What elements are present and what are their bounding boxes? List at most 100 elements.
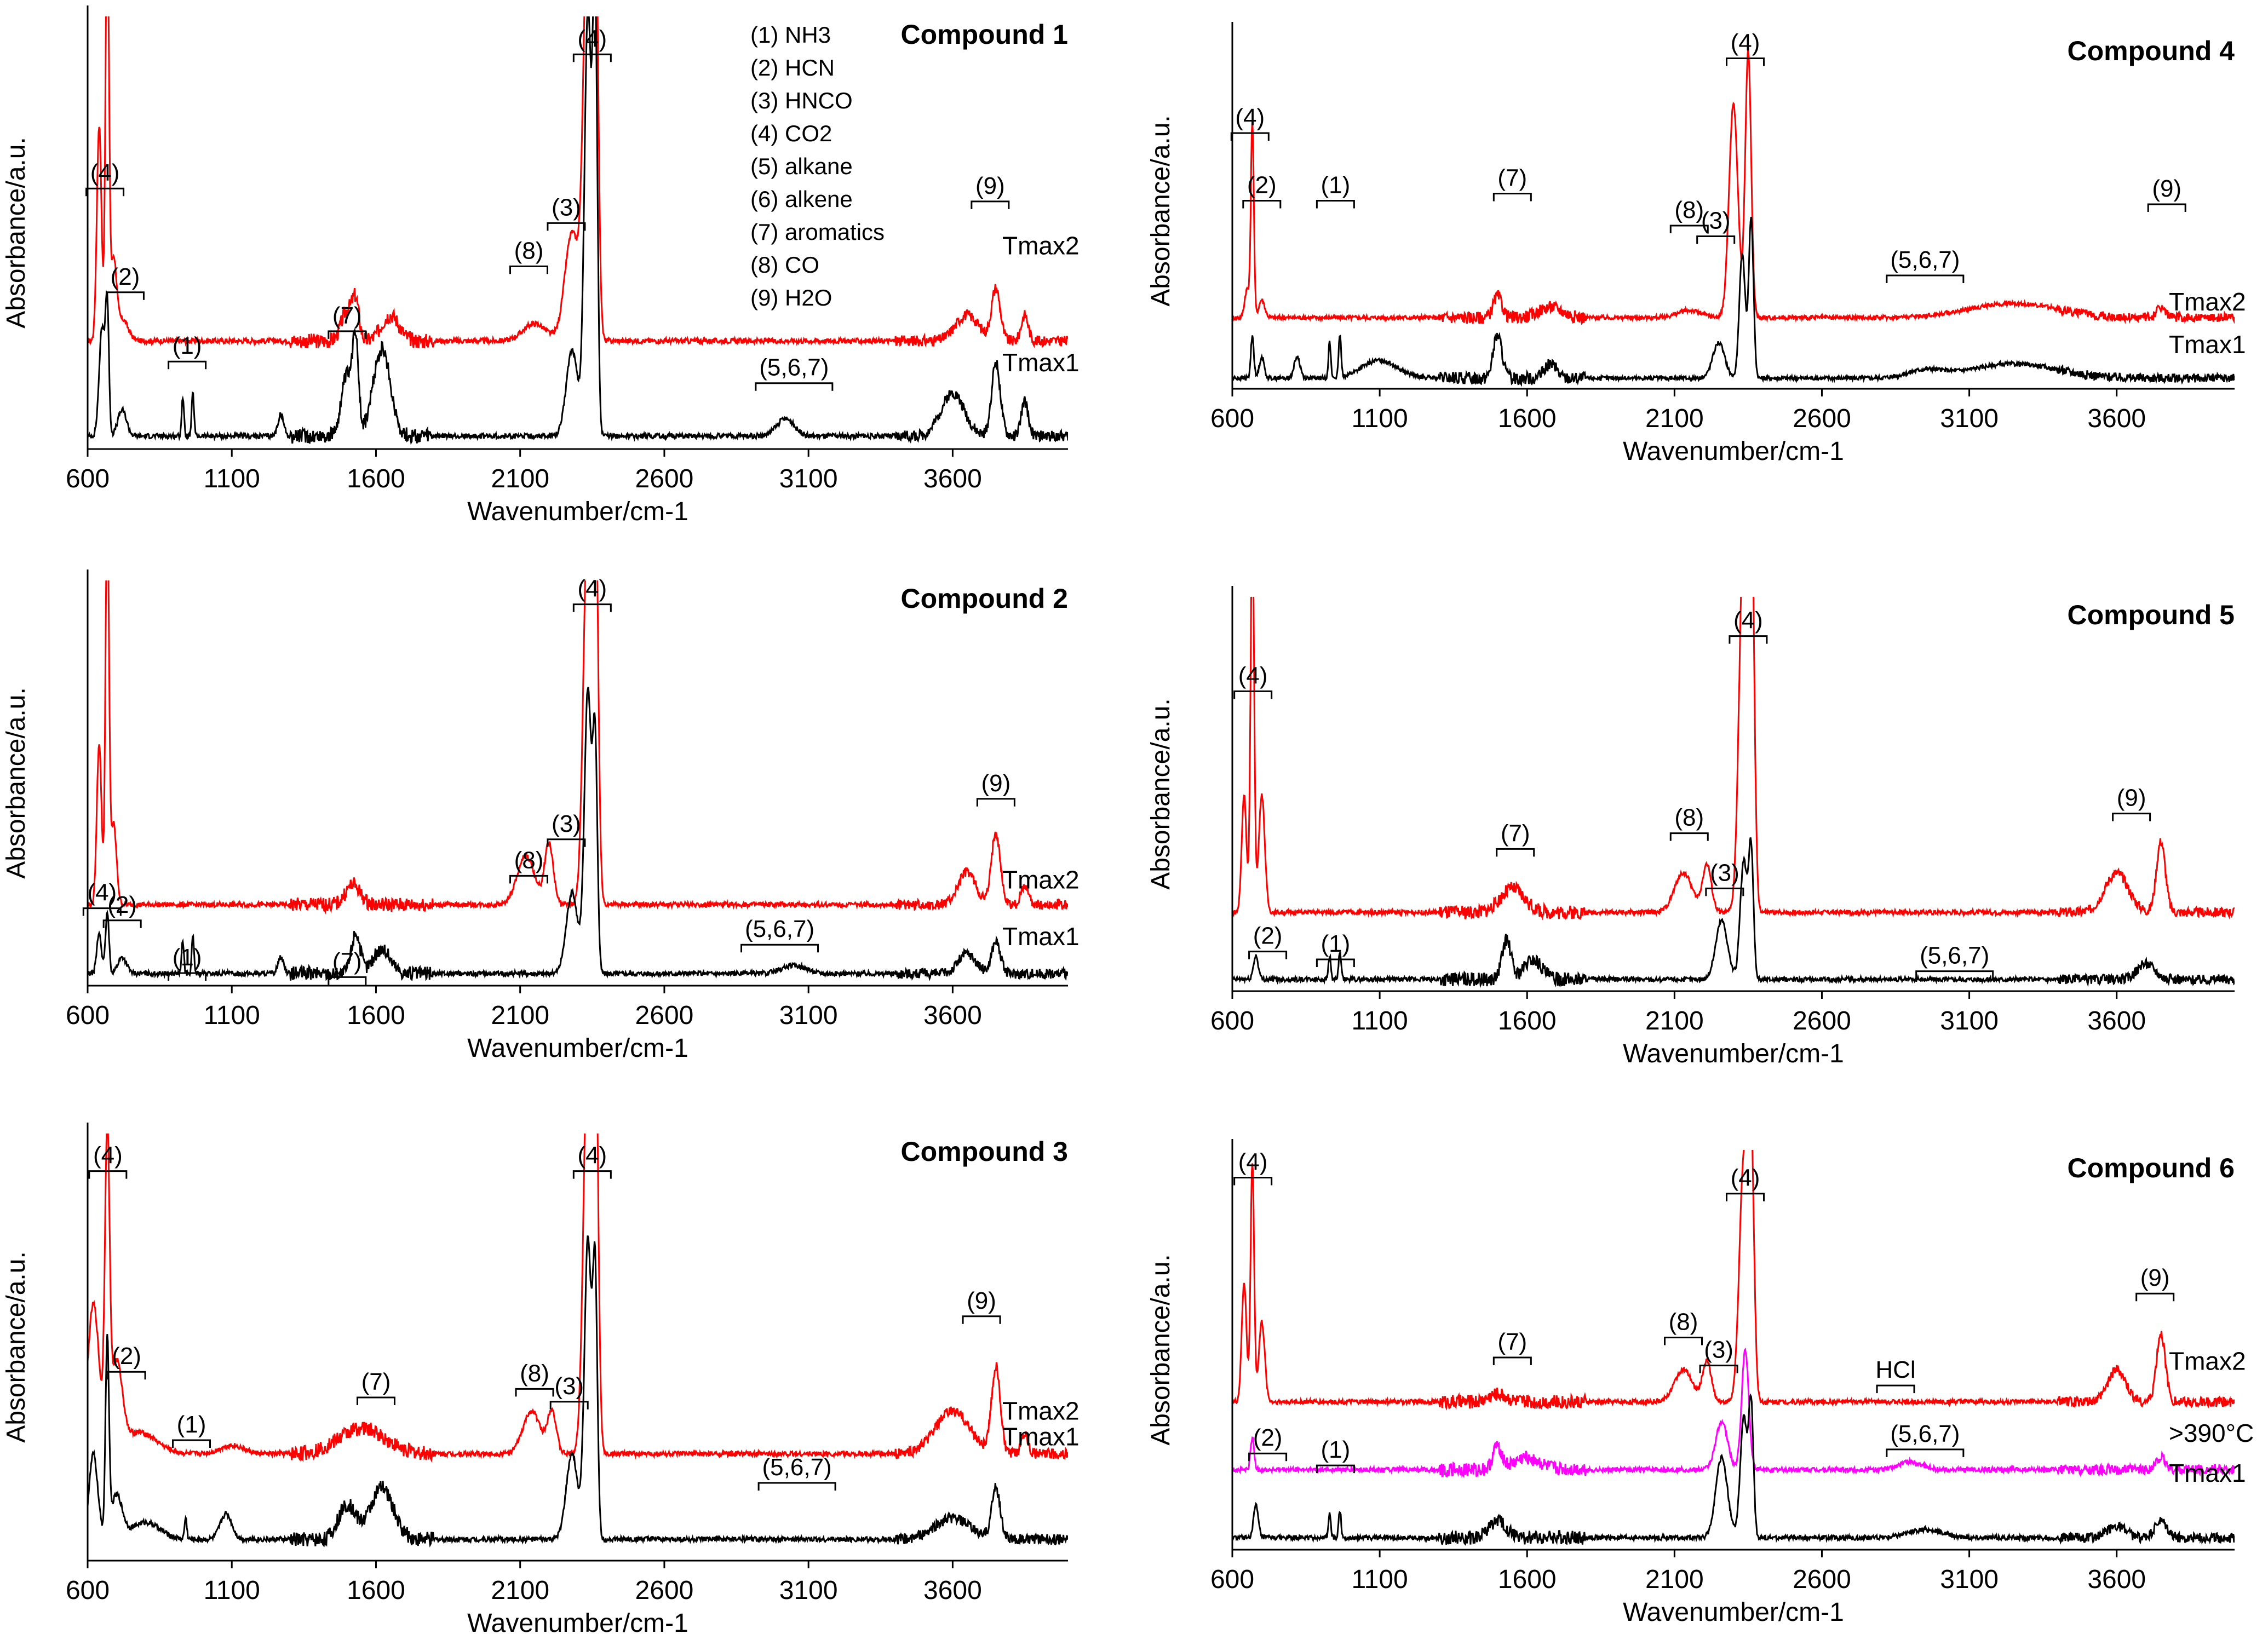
annotation-bracket bbox=[515, 1388, 554, 1397]
annotation-bracket bbox=[1233, 690, 1273, 699]
annotation-bracket bbox=[1886, 274, 1965, 283]
annotation-bracket bbox=[547, 222, 586, 231]
annotation-bracket bbox=[2135, 1292, 2175, 1302]
x-tick-label: 3100 bbox=[779, 1576, 838, 1605]
x-axis-label: Wavenumber/cm-1 bbox=[467, 1609, 688, 1638]
peak-annotation: (8) bbox=[514, 237, 544, 264]
x-tick-label: 2600 bbox=[1793, 1565, 1851, 1594]
chart-panel-2: 600 1100 1600 2100 2600 3100 3600 Wavenumber/cm… bbox=[1146, 22, 2246, 466]
chart-panel-3: 600 1100 1600 2100 2600 3100 3600 Wavenumber/cm… bbox=[2, 569, 1080, 1063]
x-tick-label: 3600 bbox=[2087, 404, 2146, 433]
annotation-bracket bbox=[1726, 1193, 1765, 1201]
x-tick-label: 600 bbox=[66, 1576, 110, 1605]
x-tick-label: 1100 bbox=[1352, 404, 1408, 433]
annotation-bracket bbox=[328, 330, 367, 339]
peak-annotation: (1) bbox=[177, 1411, 206, 1438]
spectrum-tmax2 bbox=[88, 580, 1068, 915]
series-label: Tmax2 bbox=[2169, 287, 2246, 316]
annotation-bracket bbox=[755, 382, 834, 391]
legend-entry: (8) CO bbox=[750, 252, 819, 278]
peak-annotation: (5,6,7) bbox=[1890, 246, 1960, 273]
annotation-bracket bbox=[356, 1396, 395, 1405]
annotation-bracket bbox=[1886, 1448, 1965, 1457]
x-axis-label: Wavenumber/cm-1 bbox=[467, 1034, 688, 1063]
peak-annotation: (8) bbox=[520, 1360, 549, 1387]
peak-annotation: (8) bbox=[1669, 1309, 1698, 1336]
annotation-bracket bbox=[1316, 1464, 1355, 1474]
peak-annotation: (9) bbox=[967, 1287, 996, 1314]
annotation-bracket bbox=[1726, 57, 1765, 66]
spectrum-tmax1 bbox=[1232, 216, 2235, 387]
peak-annotation: (3) bbox=[552, 810, 581, 837]
annotation-bracket bbox=[1915, 970, 1994, 979]
peak-annotation: (9) bbox=[975, 172, 1005, 199]
peak-annotation: (7) bbox=[332, 302, 362, 329]
peak-annotation: (8) bbox=[1674, 197, 1704, 223]
peak-annotation: (1) bbox=[173, 332, 202, 359]
chart-panel-1: 600 1100 1600 2100 2600 3100 3600 Wavenumber/cm… bbox=[2, 5, 1080, 526]
spectrum-tmax1 bbox=[1232, 837, 2235, 988]
x-tick-label: 1600 bbox=[1498, 1006, 1557, 1036]
legend-entry: (4) CO2 bbox=[750, 120, 832, 146]
chart-panel-6: 600 1100 1600 2100 2600 3100 3600 Wavenumber/cm… bbox=[1146, 1139, 2254, 1627]
x-tick-label: 2100 bbox=[1645, 1565, 1704, 1594]
peak-annotation: (5,6,7) bbox=[762, 1454, 832, 1481]
spectrum-tmax2 bbox=[1232, 597, 2235, 921]
x-tick-label: 600 bbox=[1210, 404, 1254, 433]
x-tick-label: 1600 bbox=[347, 1576, 405, 1605]
spectrum-tmax1 bbox=[88, 687, 1068, 982]
annotation-bracket bbox=[1664, 1337, 1703, 1345]
x-tick-label: 3600 bbox=[2087, 1006, 2146, 1036]
peak-annotation: (3) bbox=[554, 1373, 584, 1400]
chart-title: Compound 3 bbox=[900, 1136, 1068, 1167]
annotation-bracket bbox=[172, 1439, 211, 1448]
x-tick-label: 1100 bbox=[1352, 1006, 1408, 1036]
annotation-bracket bbox=[1699, 1365, 1738, 1373]
annotation-bracket bbox=[509, 265, 548, 274]
x-tick-label: 3100 bbox=[1940, 404, 1999, 433]
x-tick-label: 600 bbox=[66, 1001, 110, 1030]
peak-annotation: (2) bbox=[1247, 172, 1277, 199]
chart-panel-5: 600 1100 1600 2100 2600 3100 3600 Wavenumber/cm… bbox=[2, 1123, 1080, 1638]
annotation-bracket bbox=[1669, 832, 1709, 841]
x-tick-label: 3100 bbox=[779, 464, 838, 493]
x-tick-label: 2600 bbox=[1793, 404, 1851, 433]
peak-annotation: (2) bbox=[111, 263, 140, 290]
spectrum-tmax1 bbox=[88, 16, 1068, 445]
x-tick-label: 1600 bbox=[347, 464, 405, 493]
peak-annotation: (9) bbox=[2117, 785, 2146, 812]
annotation-bracket bbox=[572, 603, 612, 612]
legend-entry: (7) aromatics bbox=[750, 219, 885, 245]
annotation-bracket bbox=[328, 976, 367, 985]
x-tick-label: 1100 bbox=[204, 1001, 260, 1030]
x-tick-label: 600 bbox=[66, 464, 110, 493]
x-tick-label: 1100 bbox=[204, 464, 260, 493]
x-tick-label: 2600 bbox=[635, 1001, 694, 1030]
annotation-bracket bbox=[1696, 235, 1736, 244]
annotation-bracket bbox=[168, 972, 207, 981]
spectrum-tmax2 bbox=[88, 1134, 1068, 1463]
peak-annotation: (1) bbox=[173, 944, 202, 971]
spectrum-390c bbox=[1232, 1347, 2235, 1479]
x-tick-label: 1600 bbox=[1498, 1565, 1557, 1594]
annotation-bracket bbox=[509, 875, 548, 884]
peak-annotation: (5,6,7) bbox=[1890, 1420, 1960, 1447]
peak-annotation: (4) bbox=[577, 25, 607, 52]
annotation-bracket bbox=[1496, 848, 1535, 857]
annotation-bracket bbox=[88, 1170, 128, 1179]
series-label: Tmax1 bbox=[1002, 1422, 1080, 1451]
annotation-bracket bbox=[971, 200, 1010, 209]
series-label: Tmax1 bbox=[1002, 348, 1080, 377]
chart-title: Compound 6 bbox=[2067, 1153, 2235, 1183]
peak-annotation: (1) bbox=[1320, 172, 1350, 199]
peak-annotation: (4) bbox=[1238, 1149, 1268, 1176]
legend-entry: (9) H2O bbox=[750, 285, 832, 310]
annotation-bracket bbox=[740, 944, 819, 953]
annotation-bracket bbox=[2112, 813, 2151, 821]
peak-annotation: (7) bbox=[361, 1368, 391, 1395]
peak-annotation: (5,6,7) bbox=[759, 354, 829, 381]
series-label: Tmax2 bbox=[1002, 1397, 1080, 1425]
chart-title: Compound 4 bbox=[2067, 36, 2235, 66]
peak-annotation: (4) bbox=[1731, 1165, 1760, 1192]
annotation-bracket bbox=[1492, 1356, 1532, 1365]
